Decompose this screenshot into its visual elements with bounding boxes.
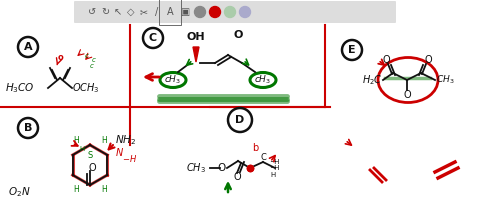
Text: H: H [73, 136, 79, 145]
Text: H: H [270, 172, 275, 178]
Text: H: H [79, 146, 84, 152]
Circle shape [209, 7, 220, 17]
Text: $OCH_3$: $OCH_3$ [72, 81, 99, 95]
Text: b: b [252, 143, 258, 153]
Text: O: O [424, 55, 432, 65]
Text: H: H [73, 185, 79, 194]
Circle shape [194, 7, 205, 17]
Text: ↺: ↺ [88, 7, 96, 17]
Text: O: O [403, 90, 411, 100]
Text: ─H: ─H [270, 159, 279, 165]
Text: E: E [348, 45, 356, 55]
Text: c: c [85, 53, 89, 59]
Text: A: A [24, 42, 32, 52]
Text: OH: OH [187, 32, 205, 42]
Text: D: D [235, 115, 245, 125]
Text: C: C [260, 152, 266, 161]
Text: O: O [382, 55, 390, 65]
Polygon shape [193, 47, 199, 62]
Text: ↖: ↖ [114, 7, 122, 17]
Text: O: O [233, 30, 243, 40]
Text: A: A [167, 7, 173, 17]
Text: $CH_3$: $CH_3$ [186, 161, 206, 175]
Text: $cH_3$: $cH_3$ [164, 74, 181, 86]
Text: $CH_3$: $CH_3$ [436, 74, 455, 86]
Text: o: o [58, 53, 64, 62]
Text: B: B [24, 123, 32, 133]
Text: H: H [101, 185, 107, 194]
Text: O: O [233, 172, 241, 182]
Text: C: C [149, 33, 157, 43]
Text: S: S [87, 151, 93, 160]
Text: $-H$: $-H$ [122, 152, 137, 164]
Circle shape [240, 7, 251, 17]
Text: O: O [88, 163, 96, 173]
Text: ◇: ◇ [127, 7, 135, 17]
Text: $N$: $N$ [115, 146, 124, 158]
Text: ✂: ✂ [140, 7, 148, 17]
Text: $H_3CO$: $H_3CO$ [5, 81, 35, 95]
Text: c: c [90, 63, 94, 69]
Text: c: c [92, 57, 96, 63]
FancyBboxPatch shape [74, 1, 396, 23]
Text: ▣: ▣ [180, 7, 190, 17]
Text: /: / [156, 7, 158, 17]
Text: $NH_2$: $NH_2$ [115, 133, 136, 147]
Text: $cH_3$: $cH_3$ [254, 74, 272, 86]
Text: ─H: ─H [270, 165, 279, 171]
Text: H: H [101, 136, 107, 145]
Text: $H_2C$: $H_2C$ [362, 73, 383, 87]
Text: ↻: ↻ [101, 7, 109, 17]
Circle shape [225, 7, 236, 17]
Text: $O_2N$: $O_2N$ [8, 185, 31, 199]
Text: O: O [217, 163, 225, 173]
